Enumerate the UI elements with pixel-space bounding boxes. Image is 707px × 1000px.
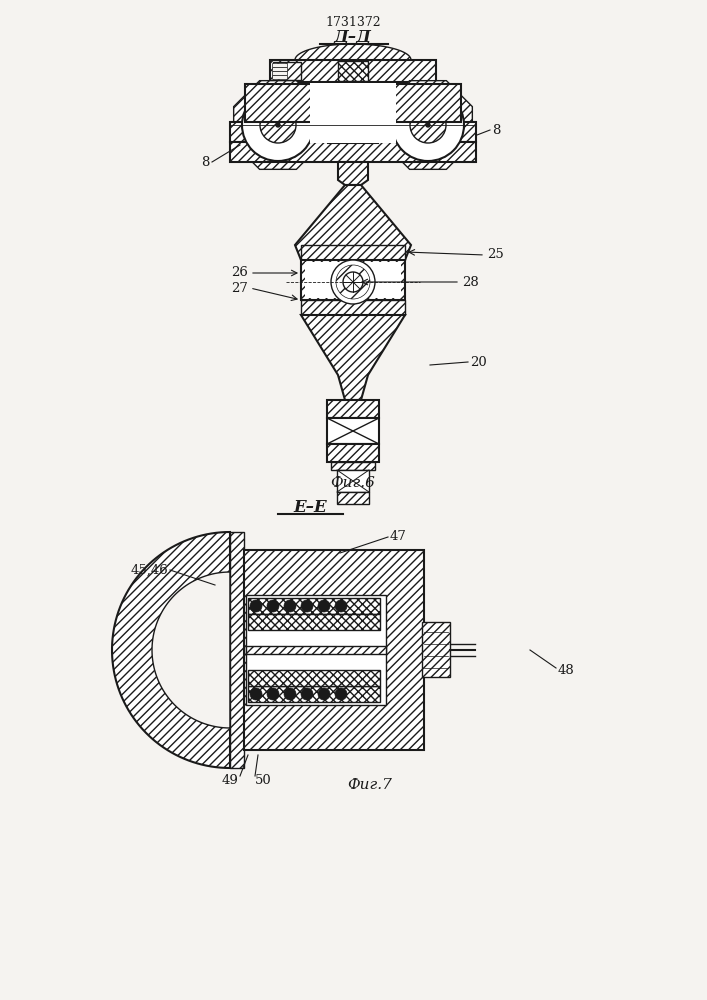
Text: 26: 26: [231, 266, 248, 279]
Polygon shape: [338, 162, 368, 185]
Bar: [337, 470, 369, 492]
Bar: [230, 122, 476, 142]
Bar: [422, 622, 450, 677]
Polygon shape: [301, 315, 405, 400]
Text: 28: 28: [462, 275, 479, 288]
Text: 49: 49: [221, 774, 238, 786]
Polygon shape: [343, 115, 363, 135]
Text: 20: 20: [470, 356, 486, 368]
Bar: [245, 84, 461, 122]
Circle shape: [331, 260, 375, 304]
Circle shape: [250, 688, 262, 700]
Circle shape: [267, 600, 279, 612]
Bar: [244, 550, 424, 750]
Bar: [273, 62, 301, 80]
Polygon shape: [233, 81, 322, 169]
Bar: [248, 670, 380, 686]
Circle shape: [318, 600, 330, 612]
Circle shape: [335, 688, 347, 700]
Bar: [338, 61, 368, 81]
Text: Фиг.6: Фиг.6: [331, 476, 375, 490]
Bar: [248, 598, 380, 614]
Bar: [331, 462, 375, 470]
Text: 47: 47: [390, 530, 407, 544]
Bar: [246, 595, 386, 705]
Polygon shape: [152, 572, 230, 728]
Polygon shape: [112, 532, 230, 768]
Text: 45,46: 45,46: [130, 564, 168, 576]
Circle shape: [343, 272, 363, 292]
Text: Д–Д: Д–Д: [334, 28, 372, 45]
Text: 27: 27: [231, 282, 248, 294]
Polygon shape: [384, 81, 472, 169]
Text: 48: 48: [558, 664, 575, 676]
Bar: [248, 686, 380, 702]
FancyBboxPatch shape: [272, 68, 288, 72]
FancyBboxPatch shape: [272, 64, 288, 68]
Bar: [301, 260, 405, 300]
Bar: [248, 614, 380, 630]
Circle shape: [250, 600, 262, 612]
Circle shape: [335, 600, 347, 612]
Bar: [270, 60, 436, 82]
Text: 50: 50: [255, 774, 271, 786]
Circle shape: [392, 89, 464, 161]
Bar: [327, 444, 379, 462]
Polygon shape: [295, 44, 411, 60]
Circle shape: [276, 123, 280, 127]
Bar: [246, 646, 386, 654]
Bar: [305, 262, 401, 298]
Bar: [328, 107, 378, 143]
Circle shape: [260, 107, 296, 143]
Circle shape: [301, 688, 313, 700]
Polygon shape: [295, 185, 411, 260]
Text: 25: 25: [487, 248, 504, 261]
FancyBboxPatch shape: [272, 72, 288, 76]
Bar: [301, 300, 405, 315]
Circle shape: [410, 107, 446, 143]
Circle shape: [336, 265, 370, 299]
Bar: [327, 400, 379, 418]
Text: Е–Е: Е–Е: [293, 498, 327, 516]
Circle shape: [242, 89, 314, 161]
Circle shape: [301, 600, 313, 612]
Bar: [327, 418, 379, 444]
Text: 8: 8: [492, 123, 501, 136]
Bar: [230, 532, 244, 768]
Text: Фиг.7: Фиг.7: [348, 778, 392, 792]
Bar: [337, 492, 369, 504]
Bar: [301, 245, 405, 260]
Circle shape: [318, 688, 330, 700]
Circle shape: [284, 688, 296, 700]
Circle shape: [267, 688, 279, 700]
Bar: [310, 83, 396, 143]
Text: 1731372: 1731372: [325, 15, 381, 28]
FancyBboxPatch shape: [272, 76, 288, 80]
Circle shape: [426, 123, 430, 127]
Text: 8: 8: [201, 155, 210, 168]
Circle shape: [284, 600, 296, 612]
Bar: [230, 142, 476, 162]
